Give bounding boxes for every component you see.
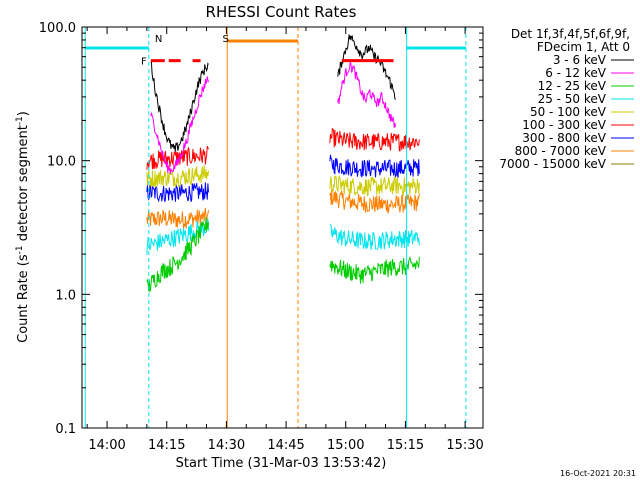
series-line-3-6keV: [337, 34, 396, 100]
y-tick-label: 10.0: [47, 155, 76, 170]
legend-entry-label: 3 - 6 keV: [553, 53, 607, 67]
x-tick-label: 14:45: [267, 438, 304, 453]
x-tick-label: 14:00: [88, 438, 125, 453]
series-line-6-12keV: [337, 60, 396, 128]
tick-layer: 14:00 14:15 14:30 14:45 15:00 15:15 15:30 0.1 1.…: [39, 21, 484, 453]
legend-header-line-1: Det 1f,3f,4f,5f,6f,9f,: [511, 27, 630, 41]
legend: Det 1f,3f,4f,5f,6f,9f, FDecim 1, Att 0 3…: [499, 27, 634, 171]
annotation-label: N: [155, 34, 162, 45]
series-line-25-50keV: [146, 218, 210, 256]
chart-title: RHESSI Count Rates: [206, 3, 357, 21]
legend-entry-label: 7000 - 15000 keV: [499, 157, 606, 171]
plot-frame: [81, 26, 484, 429]
series-line-50-100keV: [146, 165, 210, 188]
y-axis-label-sup2: -1: [15, 116, 25, 125]
legend-entry-label: 50 - 100 keV: [530, 105, 607, 119]
y-tick-label: 1.0: [55, 288, 76, 303]
legend-entry-label: 100 - 300 keV: [522, 118, 606, 132]
x-axis-label: Start Time (31-Mar-03 13:53:42): [176, 456, 387, 471]
series-line-6-12keV: [150, 76, 209, 175]
x-tick-label: 15:30: [446, 438, 483, 453]
series-line-50-100keV: [329, 175, 420, 197]
legend-entry-label: 6 - 12 keV: [545, 66, 607, 80]
legend-entry-label: 300 - 800 keV: [522, 131, 606, 145]
x-tick-label: 15:15: [387, 438, 424, 453]
series-line-3-6keV: [150, 61, 209, 152]
series-line-12-25keV: [146, 216, 210, 294]
x-tick-label: 14:30: [208, 438, 245, 453]
x-tick-label: 15:00: [327, 438, 364, 453]
y-axis-label-end: ): [16, 111, 31, 116]
y-axis-label-sup1: -1: [15, 245, 25, 254]
series-line-800-7000keV: [146, 207, 210, 229]
series-line-12-25keV: [329, 255, 420, 284]
series-line-300-800keV: [146, 182, 210, 203]
series-line-25-50keV: [329, 223, 420, 250]
legend-entry-label: 25 - 50 keV: [538, 92, 607, 106]
series-layer: [146, 34, 420, 294]
y-axis-label-mid: detector segment: [16, 125, 31, 245]
legend-entry-label: 12 - 25 keV: [538, 79, 607, 93]
legend-entry-label: 800 - 7000 keV: [515, 144, 607, 158]
series-line-300-800keV: [329, 154, 420, 179]
legend-header-line-2: FDecim 1, Att 0: [537, 40, 630, 54]
series-line-100-300keV: [329, 127, 420, 152]
overlay-layer: F N S: [84, 27, 467, 428]
y-tick-label: 0.1: [55, 422, 76, 437]
timestamp: 16-Oct-2021 20:31: [560, 469, 636, 478]
series-line-800-7000keV: [329, 188, 420, 214]
flag-label: F: [141, 57, 147, 68]
annotation-label: S: [222, 34, 228, 45]
y-axis-label: Count Rate (s-1 detector segment-1): [15, 111, 31, 343]
y-tick-label: 100.0: [39, 21, 76, 36]
x-tick-label: 14:15: [148, 438, 185, 453]
y-axis-label-main: Count Rate (s: [16, 254, 31, 343]
